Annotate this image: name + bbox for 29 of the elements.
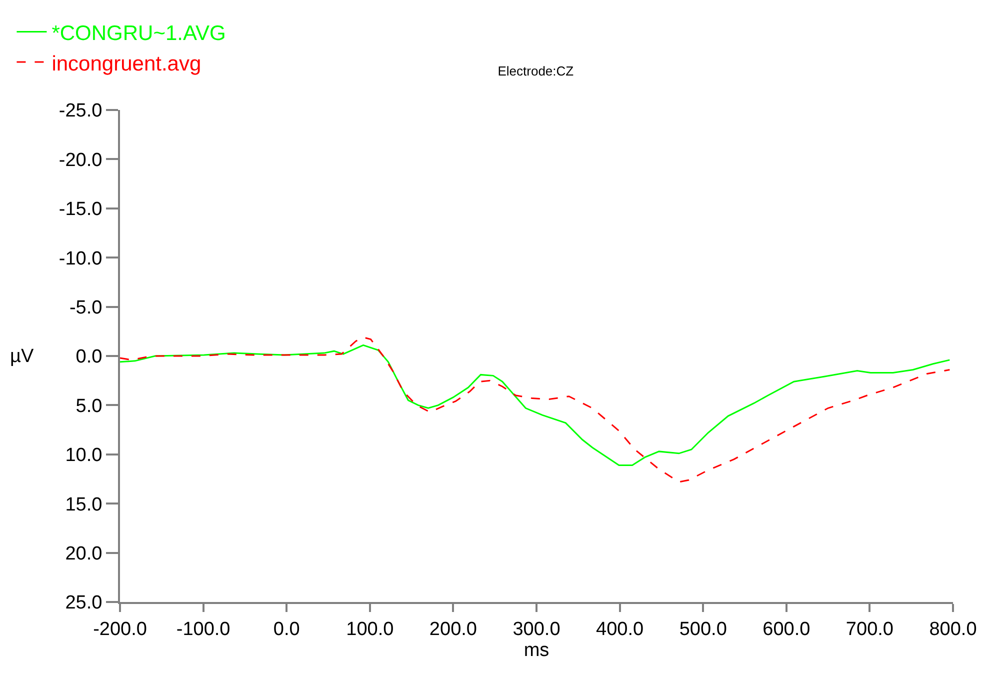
line-series [120,336,950,483]
y-tick-label: -20.0 [58,150,102,171]
y-tick-label: -5.0 [69,297,102,318]
y-tick-label: 15.0 [65,494,102,516]
legend-label: incongruent.avg [52,52,202,76]
y-tick-label: 5.0 [76,396,102,417]
x-tick-label: 300.0 [512,618,560,640]
x-axis-title: ms [524,640,550,661]
x-tick-label: 700.0 [846,618,894,640]
y-tick-label: 0.0 [76,346,102,368]
x-tick-label: 0.0 [273,618,300,640]
x-tick-label: 400.0 [596,618,644,640]
y-axis-title: µV [10,346,34,367]
y-tick-label: 20.0 [65,543,102,564]
x-tick-label: 600.0 [762,618,810,640]
x-tick-label: 100.0 [346,618,394,640]
y-tick-label: -10.0 [58,248,102,270]
legend-label: *CONGRU~1.AVG [52,22,226,45]
y-tick-label: 10.0 [65,445,102,466]
chart-title: Electrode:CZ [498,63,574,78]
x-tick-label: 800.0 [929,618,977,640]
x-tick-label: 200.0 [429,618,477,640]
line-series [120,344,950,466]
x-tick-label: -100.0 [176,618,230,640]
y-tick-label: -25.0 [58,100,102,122]
y-tick-label: -15.0 [58,199,102,220]
y-tick-label: 25.0 [65,592,102,614]
x-tick-label: -200.0 [93,618,147,640]
x-tick-label: 500.0 [679,618,727,640]
